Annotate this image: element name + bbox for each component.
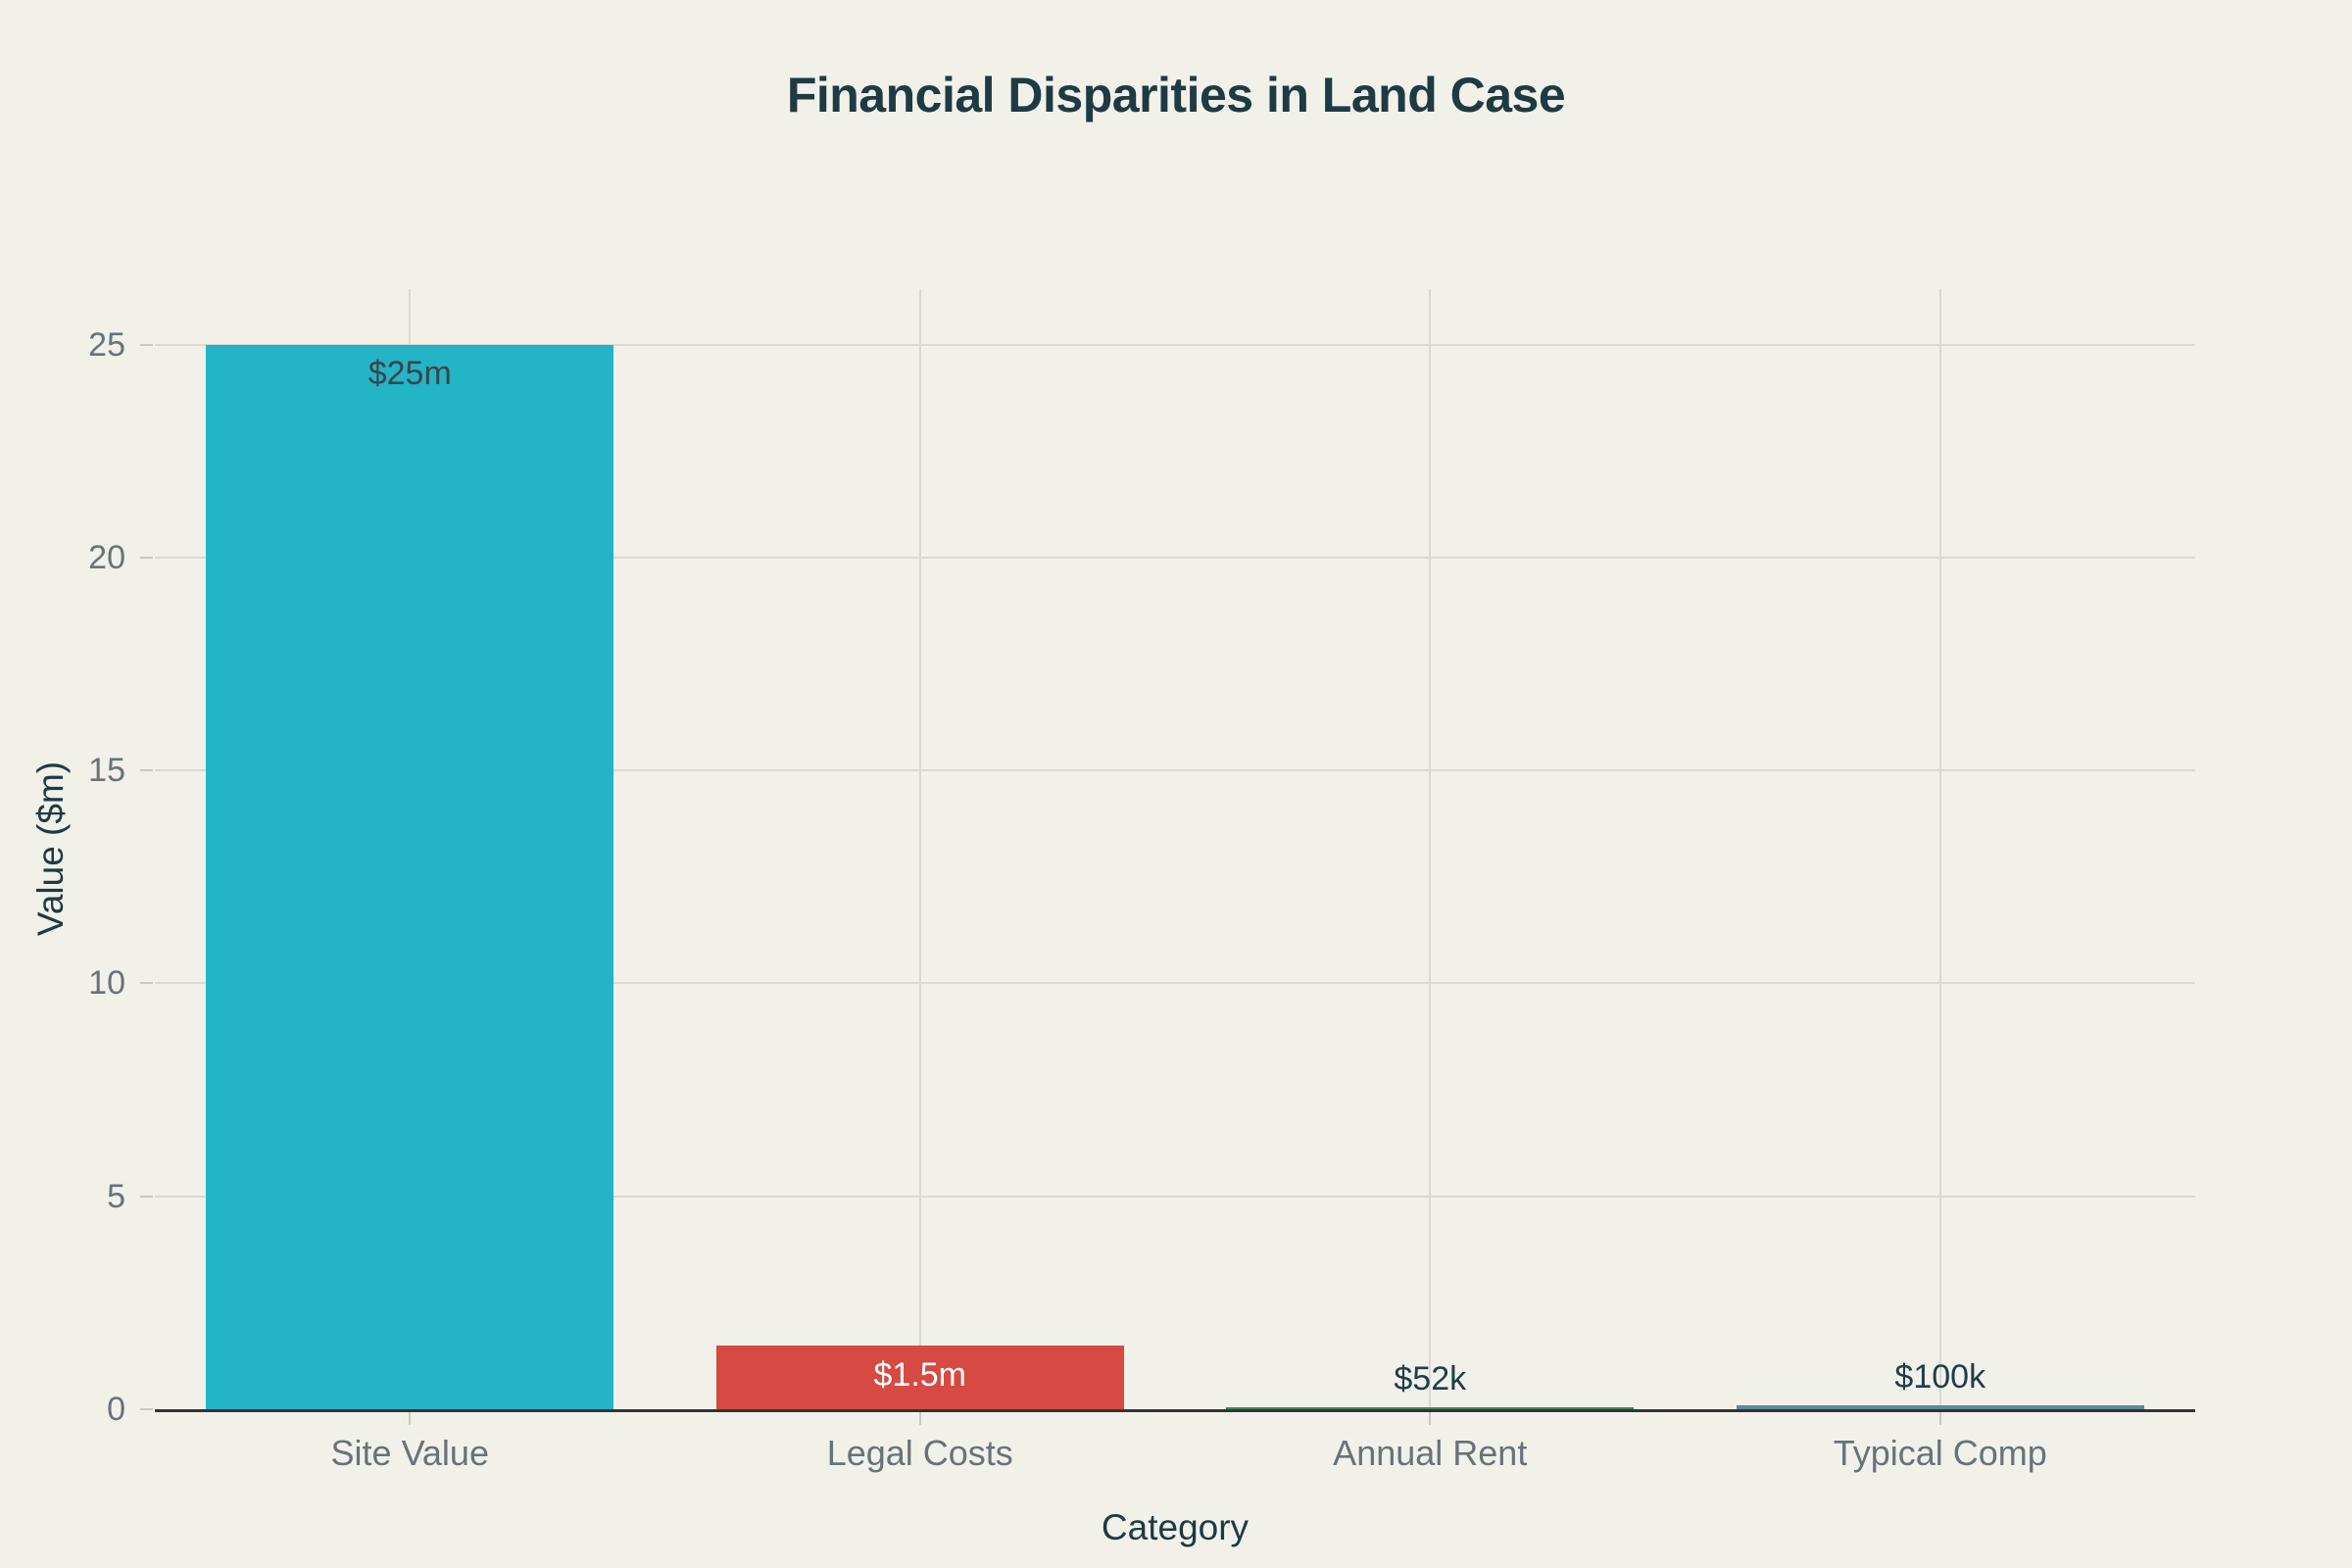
chart-title: Financial Disparities in Land Case xyxy=(786,68,1566,122)
y-tick-label-15: 15 xyxy=(88,752,125,790)
y-tick-mark-15 xyxy=(140,769,153,772)
bar-typical-comp xyxy=(1736,1404,2144,1409)
category-label-typical-comp: Typical Comp xyxy=(1833,1433,2047,1473)
bar-value-label-legal-costs: $1.5m xyxy=(873,1355,967,1394)
y-tick-mark-5 xyxy=(140,1195,153,1198)
x-axis-line xyxy=(155,1409,2195,1412)
y-tick-mark-20 xyxy=(140,556,153,559)
y-tick-label-10: 10 xyxy=(88,964,125,1003)
y-tick-label-20: 20 xyxy=(88,538,125,576)
x-tick-mark-annual-rent xyxy=(1429,1412,1432,1425)
x-axis-title: Category xyxy=(1101,1507,1250,1547)
y-tick-mark-10 xyxy=(140,982,153,985)
bar-value-label-typical-comp: $100k xyxy=(1894,1357,1986,1396)
y-tick-mark-0 xyxy=(140,1408,153,1410)
x-tick-mark-typical-comp xyxy=(1938,1412,1941,1425)
y-gridline-10 xyxy=(155,982,2195,985)
x-tick-mark-legal-costs xyxy=(918,1412,921,1425)
y-gridline-20 xyxy=(155,556,2195,559)
bar-value-label-site-value: $25m xyxy=(368,355,452,393)
x-gridline-legal-costs xyxy=(918,289,921,1409)
y-tick-label-0: 0 xyxy=(107,1391,125,1428)
bar-site-value xyxy=(206,344,614,1409)
x-gridline-typical-comp xyxy=(1938,289,1941,1409)
category-label-site-value: Site Value xyxy=(330,1433,489,1473)
x-tick-mark-site-value xyxy=(409,1412,412,1425)
plot-area: 0 5 10 15 20 25 $25m Site Value $1.5m Legal Costs… xyxy=(88,289,2195,1473)
y-gridline-15 xyxy=(155,769,2195,772)
bar-value-label-annual-rent: $52k xyxy=(1394,1359,1467,1397)
y-gridline-5 xyxy=(155,1195,2195,1198)
bar-legal-costs xyxy=(715,1345,1124,1409)
category-label-legal-costs: Legal Costs xyxy=(826,1433,1013,1473)
bar-annual-rent xyxy=(1226,1406,1635,1409)
y-tick-label-25: 25 xyxy=(88,325,125,364)
x-gridline-annual-rent xyxy=(1429,289,1432,1409)
y-tick-label-5: 5 xyxy=(107,1177,125,1215)
y-axis-title: Value ($m) xyxy=(30,760,71,937)
y-tick-mark-25 xyxy=(140,343,153,346)
category-label-annual-rent: Annual Rent xyxy=(1333,1433,1528,1473)
y-gridline-25 xyxy=(155,343,2195,346)
